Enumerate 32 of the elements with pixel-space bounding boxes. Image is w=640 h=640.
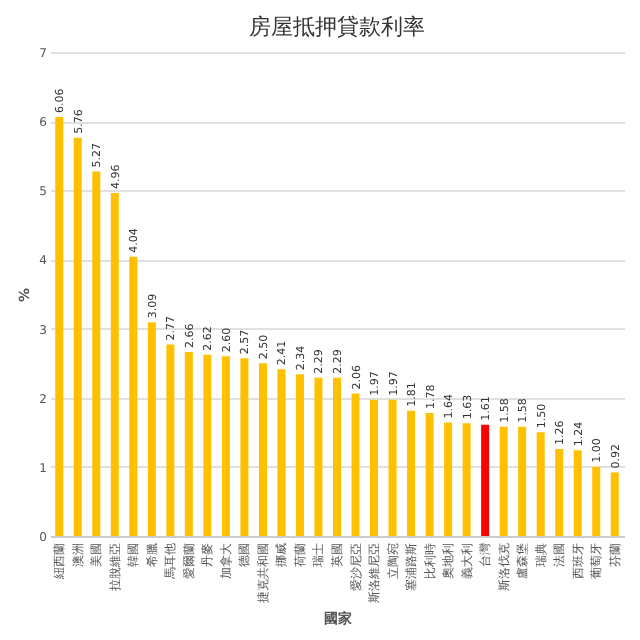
bar (184, 352, 193, 536)
bar (499, 426, 508, 536)
bar (536, 432, 545, 536)
bar (129, 256, 138, 536)
bar (444, 422, 453, 536)
bar (55, 116, 64, 536)
bar (407, 410, 416, 536)
bar (92, 171, 101, 536)
bar (555, 448, 564, 536)
bar (518, 426, 527, 536)
bar (314, 377, 323, 536)
bar (370, 399, 379, 536)
bar (147, 322, 156, 536)
bar (295, 374, 304, 536)
bar (388, 399, 397, 536)
bar (351, 393, 360, 536)
bar (277, 369, 286, 536)
chart-title: 房屋抵押貸款利率 (249, 14, 425, 40)
bar (166, 344, 175, 536)
bar (73, 137, 82, 536)
bar (110, 193, 119, 536)
bar (258, 363, 267, 536)
bar (240, 358, 249, 536)
bar (573, 450, 582, 536)
bar (462, 423, 471, 536)
bar (333, 377, 341, 536)
bar (425, 412, 434, 536)
bar (481, 424, 490, 536)
bar (203, 354, 212, 536)
bar (592, 466, 601, 536)
bar (221, 356, 230, 536)
bar (610, 472, 619, 536)
